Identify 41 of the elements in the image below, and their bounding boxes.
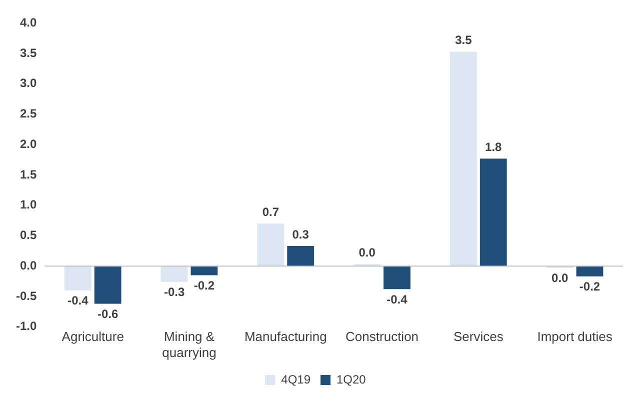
data-label: 0.7 bbox=[262, 204, 280, 219]
bar bbox=[94, 266, 122, 304]
y-tick-label: 3.5 bbox=[20, 46, 37, 60]
y-tick-label: 1.0 bbox=[20, 198, 37, 212]
data-label: -0.3 bbox=[164, 285, 185, 300]
data-label: 0.0 bbox=[358, 246, 376, 260]
data-label: 0.3 bbox=[292, 227, 310, 242]
y-tick-label: -0.5 bbox=[16, 288, 37, 303]
data-label: -0.4 bbox=[386, 292, 408, 306]
bar bbox=[64, 266, 92, 290]
y-tick-label: 1.5 bbox=[20, 167, 37, 182]
data-label: -0.4 bbox=[68, 294, 89, 308]
bar bbox=[257, 224, 284, 266]
bar bbox=[160, 266, 188, 282]
data-label: -0.2 bbox=[579, 280, 600, 294]
data-label: 3.5 bbox=[455, 33, 472, 48]
y-tick-label: -1.0 bbox=[16, 319, 37, 334]
bar bbox=[190, 266, 218, 276]
y-tick-label: 4.0 bbox=[20, 16, 37, 30]
y-tick-label: 0.0 bbox=[20, 258, 37, 272]
x-tick-label: Manufacturing bbox=[244, 329, 327, 344]
data-label: 1.8 bbox=[485, 140, 502, 154]
data-label: -0.6 bbox=[97, 307, 118, 322]
x-tick-label: Mining & quarrying bbox=[162, 329, 216, 360]
x-tick-label: Construction bbox=[346, 329, 419, 344]
bar bbox=[576, 266, 604, 276]
bar bbox=[384, 266, 410, 290]
data-label: -0.2 bbox=[194, 278, 215, 292]
x-tick-label: Services bbox=[453, 329, 504, 344]
legend-label: 4Q19 bbox=[281, 372, 311, 386]
bar bbox=[287, 246, 314, 266]
y-tick-label: 0.5 bbox=[20, 228, 37, 242]
data-label: 0.0 bbox=[552, 271, 569, 286]
legend-label: 1Q20 bbox=[336, 372, 366, 386]
y-tick-label: 3.0 bbox=[20, 76, 37, 90]
y-tick-label: 2.5 bbox=[20, 106, 37, 121]
y-tick-label: 2.0 bbox=[20, 136, 37, 151]
bar bbox=[480, 158, 507, 266]
x-tick-label: Import duties bbox=[537, 329, 613, 344]
x-tick-label: Agriculture bbox=[62, 329, 124, 344]
bar bbox=[450, 52, 477, 266]
